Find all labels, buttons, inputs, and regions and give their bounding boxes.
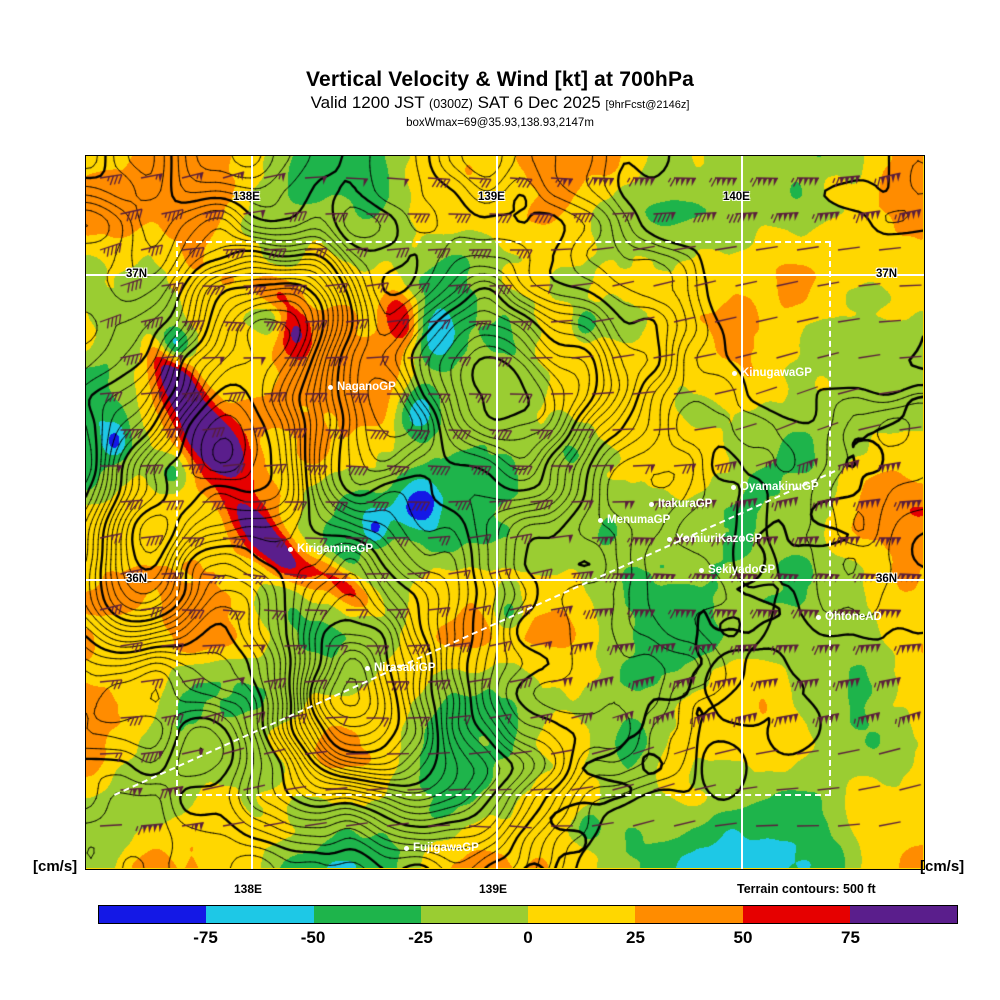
valid-main: Valid 1200 JST <box>310 93 425 112</box>
map-label-lat-36n-right: 36N <box>876 573 898 585</box>
unit-label-right: [cm/s] <box>920 858 965 875</box>
colorbar-segment-3 <box>420 906 528 923</box>
colorbar-tick-75: 75 <box>841 928 860 947</box>
map-label-lon-138e-top: 138E <box>233 191 260 203</box>
inner-domain-box <box>176 241 831 796</box>
gridline-lon-139e <box>496 156 498 869</box>
station-label: SekiyadoGP <box>708 564 776 576</box>
colorbar[interactable] <box>98 905 958 924</box>
station-label: ItakuraGP <box>658 498 713 510</box>
map-label-lon-139e-top: 139E <box>478 191 505 203</box>
page-title: Vertical Velocity & Wind [kt] at 700hPa <box>305 68 695 91</box>
station-dot-icon <box>598 518 603 523</box>
station-label: KinugawaGP <box>741 367 812 379</box>
gridline-lat-37n <box>86 274 924 276</box>
colorbar-segment-5 <box>635 906 743 923</box>
colorbar-tick--75: -75 <box>193 928 218 947</box>
station-dot-icon <box>365 666 370 671</box>
colorbar-segment-6 <box>742 906 850 923</box>
station-marker[interactable]: ItakuraGP <box>649 498 713 511</box>
station-dot-icon <box>404 846 409 851</box>
colorbar-tick--25: -25 <box>408 928 433 947</box>
station-dot-icon <box>699 568 704 573</box>
colorbar-segment-7 <box>849 906 957 923</box>
station-dot-icon <box>816 615 821 620</box>
station-marker[interactable]: KirigamineGP <box>288 543 374 556</box>
station-label: NaganoGP <box>337 381 396 393</box>
station-marker[interactable]: FujigawaGP <box>404 842 479 855</box>
colorbar-segment-1 <box>206 906 314 923</box>
map-label-lon-140e-top: 140E <box>723 191 750 203</box>
axis-label-bottom-138e: 138E <box>234 882 263 896</box>
map-label-lat-36n-left: 36N <box>126 573 148 585</box>
terrain-contour-note: Terrain contours: 500 ft <box>737 882 876 896</box>
gridline-lon-138e <box>251 156 253 869</box>
station-label: NirasakiGP <box>374 662 436 674</box>
station-marker[interactable]: OyamakinuGP <box>731 481 819 494</box>
unit-label-left: [cm/s] <box>33 858 78 875</box>
colorbar-segment-2 <box>313 906 421 923</box>
colorbar-tick-25: 25 <box>626 928 645 947</box>
valid-date: SAT 6 Dec 2025 <box>477 93 601 112</box>
map-label-lat-37n-left: 37N <box>126 268 148 280</box>
station-label: OhtoneAD <box>825 611 882 623</box>
station-dot-icon <box>288 547 293 552</box>
gridline-lat-36n <box>86 579 924 581</box>
valid-time-line: Valid 1200 JST (0300Z) SAT 6 Dec 2025 [9… <box>0 92 1000 116</box>
station-marker[interactable]: NaganoGP <box>328 381 396 394</box>
station-label: YomiuriKazoGP <box>676 533 763 545</box>
map-label-lat-37n-right: 37N <box>876 268 898 280</box>
station-marker[interactable]: OhtoneAD <box>816 611 882 624</box>
station-marker[interactable]: YomiuriKazoGP <box>667 533 763 546</box>
station-dot-icon <box>667 537 672 542</box>
colorbar-tick-0: 0 <box>523 928 533 947</box>
colorbar-segment-0 <box>99 906 207 923</box>
station-dot-icon <box>649 502 654 507</box>
station-marker[interactable]: NirasakiGP <box>365 662 436 675</box>
station-dot-icon <box>731 485 736 490</box>
station-label: OyamakinuGP <box>740 481 819 493</box>
station-marker[interactable]: MenumaGP <box>598 514 671 527</box>
valid-utc: (0300Z) <box>429 97 473 111</box>
station-label: FujigawaGP <box>413 842 479 854</box>
gridline-lon-140e <box>741 156 743 869</box>
station-label: KirigamineGP <box>297 543 374 555</box>
colorbar-tick--50: -50 <box>300 928 326 947</box>
title-block: Vertical Velocity & Wind [kt] at 700hPa … <box>0 68 1000 131</box>
axis-label-bottom-139e: 139E <box>479 882 508 896</box>
map-panel[interactable]: 138E 139E 140E 37N 37N 36N 36N NaganoGP K… <box>85 155 925 870</box>
station-dot-icon <box>732 371 737 376</box>
station-label: MenumaGP <box>607 514 671 526</box>
station-dot-icon <box>328 385 333 390</box>
station-marker[interactable]: SekiyadoGP <box>699 564 776 577</box>
colorbar-tick-50: 50 <box>733 928 753 947</box>
colorbar-segment-4 <box>528 906 636 923</box>
boxwmax-annotation: boxWmax=69@35.93,138.93,2147m <box>406 117 594 129</box>
forecast-tag: [9hrFcst@2146z] <box>605 99 690 111</box>
station-marker[interactable]: KinugawaGP <box>732 367 812 380</box>
